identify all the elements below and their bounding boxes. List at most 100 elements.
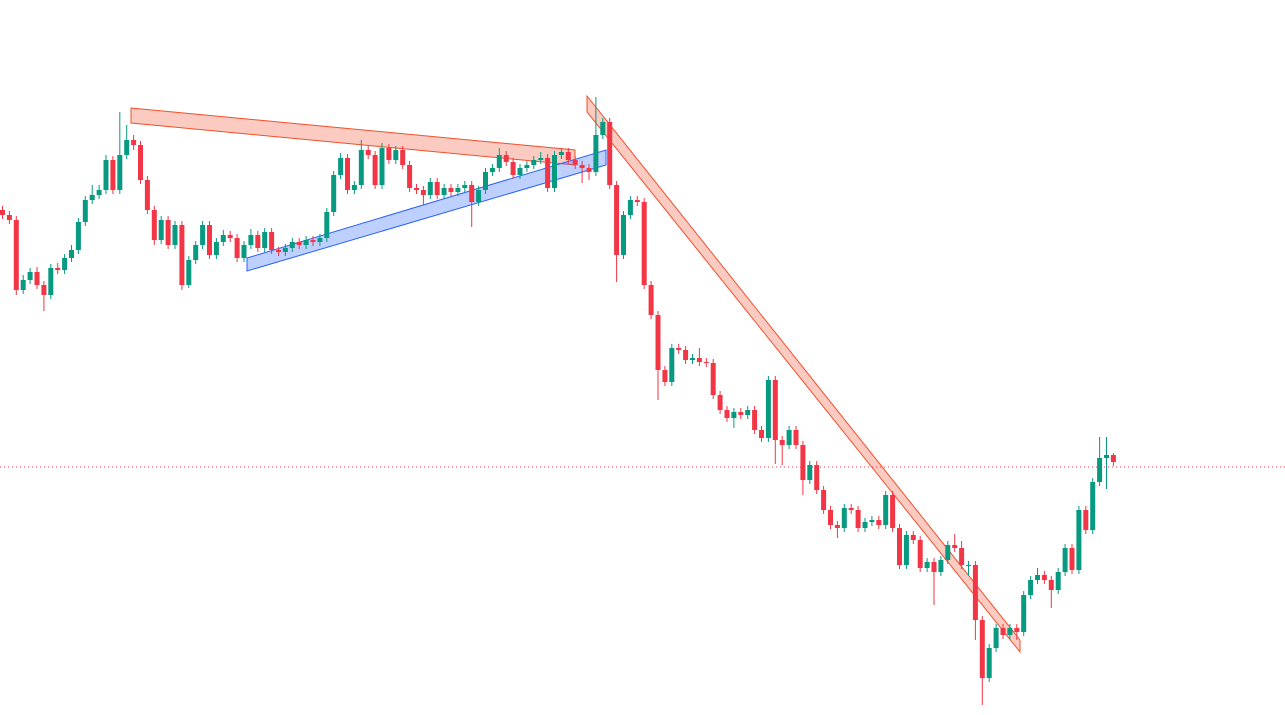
candle-body [1041, 575, 1047, 580]
candle-body [34, 272, 40, 285]
candle-body [945, 545, 951, 560]
candle-body [372, 155, 378, 185]
candle-body [607, 122, 613, 185]
red-channel [586, 94, 1021, 654]
candle-body [558, 152, 564, 155]
candle-body [731, 412, 737, 418]
candle-body [876, 520, 882, 525]
candle-body [48, 268, 54, 295]
candle-body [669, 348, 675, 382]
candle-body [696, 358, 702, 362]
candle-body [296, 242, 302, 245]
candle-body [317, 238, 323, 242]
candle-body [931, 562, 937, 572]
candle-body [786, 430, 792, 445]
candle-body [151, 210, 157, 240]
candle-body [993, 628, 999, 648]
candle-body [745, 410, 751, 415]
candle-body [1028, 580, 1034, 595]
candle-body [476, 190, 482, 202]
candle-body [724, 410, 730, 418]
candle-body [276, 250, 281, 252]
candle-body [427, 182, 433, 195]
candle-body [165, 220, 171, 245]
candle-body [6, 215, 12, 220]
candle-body [966, 565, 971, 566]
candle-body [1083, 510, 1089, 530]
candle-body [172, 225, 178, 245]
candle-body [690, 358, 695, 360]
candle-body [897, 528, 902, 565]
candle-body [572, 160, 578, 165]
candle-body [979, 620, 985, 678]
candle-body [648, 285, 654, 315]
candle-body [938, 560, 944, 572]
candle-body [144, 180, 150, 210]
candle-body [213, 242, 219, 255]
candle-body [1021, 595, 1027, 632]
candle-body [593, 135, 599, 172]
candle-body [828, 510, 833, 525]
candle-body [552, 155, 557, 188]
candle-body [41, 285, 47, 295]
candle-body [531, 160, 537, 165]
candle-body [89, 195, 95, 200]
candle-body [738, 412, 744, 415]
candle-body [1048, 580, 1054, 590]
candle-body [448, 188, 454, 192]
candle-body [338, 158, 344, 175]
candle-body [614, 185, 620, 255]
candle-body [110, 160, 116, 190]
candle-body [207, 225, 212, 255]
candle-body [579, 165, 585, 168]
candle-body [1007, 628, 1013, 635]
candle-body [62, 258, 68, 270]
candle-body [234, 238, 240, 258]
candle-body [0, 210, 5, 215]
candle-body [862, 522, 868, 528]
candle-body [903, 535, 909, 565]
candle-body [586, 168, 592, 172]
candle-body [124, 140, 130, 155]
candle-body [75, 222, 81, 250]
candle-body [841, 508, 847, 528]
candle-body [676, 348, 682, 350]
candle-body [1110, 455, 1116, 462]
candle-body [814, 465, 820, 490]
candle-body [869, 520, 875, 522]
candle-body [883, 495, 889, 525]
candle-body [414, 188, 419, 190]
candle-body [855, 510, 861, 528]
candle-body [545, 158, 551, 188]
candle-body [821, 490, 827, 510]
candle-body [917, 540, 923, 568]
candle-body [683, 350, 689, 360]
candle-body [1014, 628, 1020, 632]
candle-body [807, 465, 813, 480]
candle-body [103, 160, 109, 190]
candle-body [972, 565, 978, 620]
candle-body [69, 250, 74, 258]
candle-body [393, 150, 399, 160]
candle-body [627, 200, 633, 215]
candle-body [752, 410, 758, 430]
candle-body [910, 535, 916, 540]
candle-body [510, 162, 516, 175]
candle-body [96, 190, 102, 195]
candle-body [600, 122, 606, 135]
candle-body [200, 225, 206, 245]
candle-body [365, 150, 371, 155]
candle-body [20, 280, 26, 290]
candle-body [462, 185, 468, 188]
candle-body [1097, 458, 1103, 482]
candle-body [379, 148, 385, 185]
candle-body [717, 395, 723, 410]
candle-body [1090, 482, 1096, 530]
candle-body [400, 150, 406, 165]
candle-body [800, 445, 806, 480]
candle-body [469, 185, 475, 202]
candle-body [193, 245, 199, 260]
candle-body [779, 440, 785, 445]
